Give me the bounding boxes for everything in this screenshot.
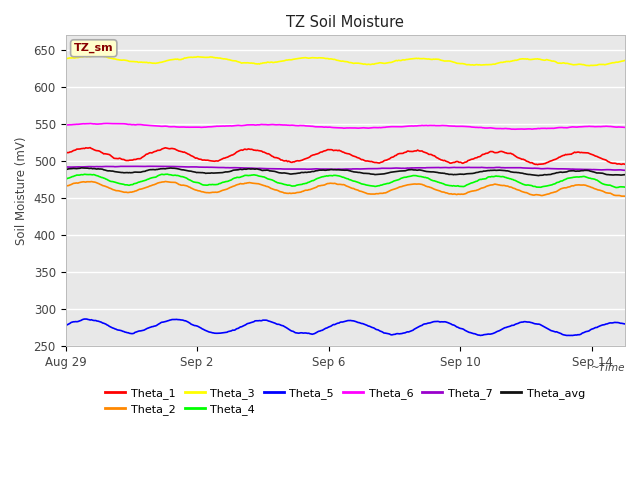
Title: TZ Soil Moisture: TZ Soil Moisture — [286, 15, 404, 30]
Legend: Theta_1, Theta_2, Theta_3, Theta_4, Theta_5, Theta_6, Theta_7, Theta_avg: Theta_1, Theta_2, Theta_3, Theta_4, Thet… — [106, 388, 585, 415]
Text: ~Time: ~Time — [591, 363, 625, 373]
Text: TZ_sm: TZ_sm — [74, 43, 113, 53]
Y-axis label: Soil Moisture (mV): Soil Moisture (mV) — [15, 137, 28, 245]
